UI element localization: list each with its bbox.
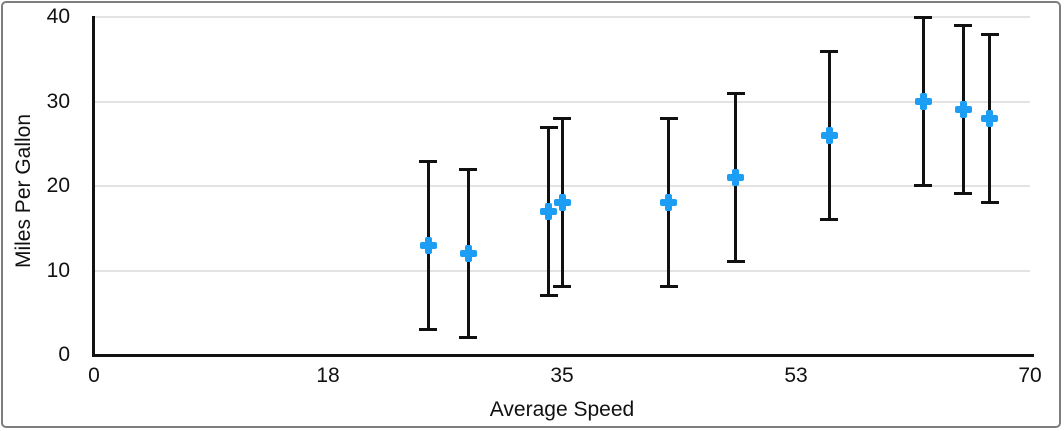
- data-point-marker[interactable]: [727, 169, 745, 187]
- marker-plus-horizontal: [540, 207, 558, 215]
- gridline: [94, 16, 1030, 18]
- error-bar-cap-top: [659, 117, 678, 121]
- error-bar-cap-bottom: [954, 192, 973, 196]
- data-point-marker[interactable]: [820, 126, 838, 144]
- error-bar-cap-top: [419, 159, 438, 163]
- data-point-marker[interactable]: [660, 194, 678, 212]
- y-tick-label: 40: [46, 5, 70, 28]
- error-bar-cap-bottom: [820, 217, 839, 221]
- error-bar-cap-bottom: [459, 336, 478, 340]
- marker-plus-horizontal: [419, 241, 437, 249]
- x-tick-label: 18: [316, 364, 340, 387]
- data-point-marker[interactable]: [954, 101, 972, 119]
- error-bar-cap-bottom: [539, 293, 558, 297]
- error-bar-cap-top: [980, 32, 999, 36]
- y-axis-line: [92, 16, 95, 357]
- error-bar-cap-top: [459, 168, 478, 172]
- error-bar-cap-bottom: [553, 285, 571, 289]
- y-tick-label: 10: [46, 258, 70, 282]
- x-axis-line: [92, 354, 1034, 357]
- error-bar-cap-bottom: [419, 327, 438, 331]
- data-point-marker[interactable]: [459, 245, 477, 263]
- marker-plus-horizontal: [914, 98, 932, 105]
- data-point-marker[interactable]: [553, 194, 571, 212]
- x-tick-label: 35: [550, 364, 574, 387]
- marker-plus-horizontal: [660, 199, 678, 207]
- error-bar-cap-top: [954, 24, 973, 28]
- x-tick-label: 70: [1018, 364, 1042, 387]
- marker-plus-horizontal: [981, 114, 999, 122]
- data-point-marker[interactable]: [981, 109, 999, 127]
- marker-plus-horizontal: [820, 131, 838, 139]
- y-tick-label: 0: [58, 343, 70, 366]
- error-bar-cap-bottom: [726, 260, 745, 264]
- y-tick-label: 30: [46, 89, 70, 113]
- plot-area: [94, 16, 1030, 355]
- error-bar-cap-bottom: [659, 285, 678, 289]
- y-tick-label: 20: [46, 174, 70, 197]
- data-point-marker[interactable]: [419, 236, 437, 254]
- error-bar-cap-top: [539, 125, 558, 129]
- error-bar-cap-top: [820, 49, 839, 53]
- x-tick-label: 53: [784, 364, 808, 387]
- error-bar-cap-top: [726, 92, 745, 96]
- y-axis-title: Miles Per Gallon: [12, 113, 35, 269]
- x-tick-label: 0: [88, 364, 100, 387]
- error-bar-cap-bottom: [914, 184, 933, 187]
- error-bar-cap-top: [553, 117, 571, 121]
- marker-plus-horizontal: [459, 250, 477, 258]
- error-bar-cap-bottom: [980, 200, 999, 204]
- marker-plus-horizontal: [954, 106, 972, 114]
- gridline: [94, 100, 1030, 103]
- marker-plus-horizontal: [553, 199, 571, 207]
- error-bar-cap-top: [914, 16, 933, 19]
- marker-plus-horizontal: [727, 174, 745, 182]
- data-point-marker[interactable]: [914, 93, 932, 110]
- data-point-marker[interactable]: [540, 202, 558, 220]
- x-axis-title: Average Speed: [489, 398, 635, 421]
